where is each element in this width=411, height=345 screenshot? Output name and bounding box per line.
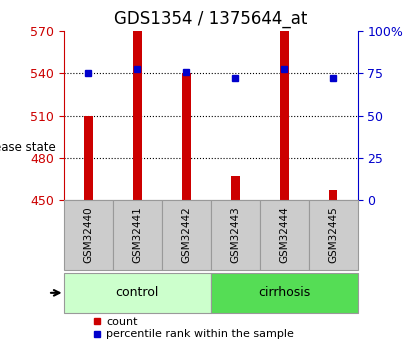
Text: GSM32445: GSM32445 (328, 207, 338, 263)
Bar (64, 273, 210, 313)
Text: cirrhosis: cirrhosis (258, 286, 310, 299)
Bar (231, 176, 240, 200)
Bar (210, 273, 358, 313)
Bar (162, 200, 211, 270)
Bar (329, 190, 337, 200)
Text: GSM32443: GSM32443 (230, 207, 240, 263)
Text: disease state: disease state (0, 141, 55, 155)
Bar (133, 31, 141, 200)
Bar (113, 200, 162, 270)
Bar (210, 200, 260, 270)
Text: GSM32441: GSM32441 (132, 207, 142, 263)
Bar (260, 200, 309, 270)
Bar (280, 31, 289, 200)
Legend: count, percentile rank within the sample: count, percentile rank within the sample (93, 317, 294, 339)
Text: control: control (115, 286, 159, 299)
Text: GSM32444: GSM32444 (279, 207, 289, 263)
Text: GSM32442: GSM32442 (181, 207, 191, 263)
Bar (84, 116, 92, 200)
Bar (309, 200, 358, 270)
Bar (64, 200, 113, 270)
Title: GDS1354 / 1375644_at: GDS1354 / 1375644_at (114, 10, 307, 28)
Text: GSM32440: GSM32440 (83, 207, 93, 263)
Bar (182, 73, 191, 200)
